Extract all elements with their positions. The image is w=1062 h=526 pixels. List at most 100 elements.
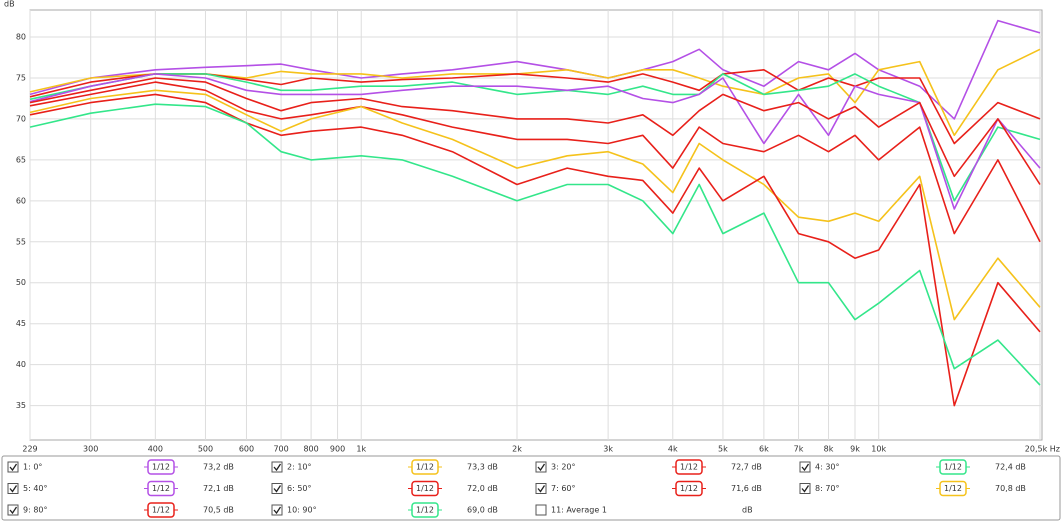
smoothing-label: 1/12 <box>680 463 698 472</box>
check-mark <box>801 463 810 472</box>
smoothing-label: 1/12 <box>944 463 962 472</box>
check-mark <box>273 463 282 472</box>
smoothing-box[interactable] <box>147 480 175 497</box>
legend-level: 72,1 dB <box>203 484 234 493</box>
checkbox[interactable] <box>271 461 283 473</box>
x-tick-label: 20,5k Hz <box>1025 445 1060 454</box>
x-tick-label: 300 <box>83 445 98 454</box>
checkbox[interactable] <box>7 504 19 516</box>
smoothing-label: 1/12 <box>416 463 434 472</box>
x-tick-label: 229 <box>22 445 37 454</box>
x-tick-label: 6k <box>759 445 769 454</box>
y-tick-label: 70 <box>16 114 26 123</box>
series-line <box>29 89 1041 321</box>
series-line <box>29 103 1041 386</box>
checkbox[interactable] <box>7 483 19 494</box>
legend-name[interactable]: 7: 60° <box>551 484 576 493</box>
x-tick-label: 700 <box>273 445 288 454</box>
check-mark <box>273 506 282 515</box>
x-tick-label: 600 <box>239 445 254 454</box>
legend-level: 73,3 dB <box>467 463 498 472</box>
x-tick-label: 500 <box>198 445 213 454</box>
x-tick-label: 8k <box>824 445 834 454</box>
checkbox[interactable] <box>535 461 547 473</box>
legend-level: 70,8 dB <box>995 484 1026 493</box>
checkbox[interactable] <box>799 461 811 473</box>
checkbox[interactable] <box>271 504 283 516</box>
x-tick-label: 800 <box>303 445 318 454</box>
check-mark <box>9 506 18 515</box>
smoothing-box[interactable] <box>411 502 439 518</box>
smoothing-label: 1/12 <box>416 506 434 515</box>
y-tick-label: 35 <box>16 401 26 410</box>
x-tick-label: 9k <box>850 445 860 454</box>
smoothing-box[interactable] <box>411 459 439 475</box>
y-tick-label: 40 <box>16 360 26 369</box>
series-line <box>29 81 1041 243</box>
smoothing-box[interactable] <box>939 459 967 475</box>
x-tick-label: 900 <box>330 445 345 454</box>
legend-name[interactable]: 4: 30° <box>815 463 840 472</box>
legend-name[interactable]: 2: 10° <box>287 463 312 472</box>
smoothing-label: 1/12 <box>152 463 170 472</box>
series-line <box>29 73 1041 202</box>
x-tick-label: 2k <box>512 445 522 454</box>
smoothing-box[interactable] <box>411 480 439 497</box>
x-tick-label: 10k <box>871 445 886 454</box>
y-tick-label: 80 <box>16 33 26 42</box>
legend-level: dB <box>742 506 753 515</box>
legend-name[interactable]: 5: 40° <box>23 484 48 493</box>
y-tick-label: 60 <box>16 196 26 205</box>
legend-name[interactable]: 9: 80° <box>23 506 48 515</box>
legend-level: 72,7 dB <box>731 463 762 472</box>
y-tick-label: 65 <box>16 155 26 164</box>
legend-name[interactable]: 1: 0° <box>23 463 42 472</box>
x-tick-label: 4k <box>668 445 678 454</box>
check-mark <box>537 485 546 493</box>
checkbox[interactable] <box>535 483 547 494</box>
smoothing-box[interactable] <box>675 459 703 475</box>
x-tick-label: 3k <box>603 445 613 454</box>
y-tick-label: 75 <box>16 73 26 82</box>
legend-level: 72,0 dB <box>467 484 498 493</box>
check-mark <box>273 485 282 493</box>
check-mark <box>9 463 18 472</box>
y-tick-label: 50 <box>16 278 26 287</box>
legend-name[interactable]: 3: 20° <box>551 463 576 472</box>
checkbox[interactable] <box>799 483 811 494</box>
legend-level: 71,6 dB <box>731 484 762 493</box>
legend-name[interactable]: 6: 50° <box>287 484 312 493</box>
checkbox[interactable] <box>271 483 283 494</box>
check-mark <box>9 485 18 493</box>
smoothing-label: 1/12 <box>944 484 962 493</box>
x-tick-label: 400 <box>148 445 163 454</box>
checkbox[interactable] <box>535 504 547 516</box>
legend-level: 73,2 dB <box>203 463 234 472</box>
y-tick-label: 55 <box>16 237 26 246</box>
x-tick-label: 7k <box>794 445 804 454</box>
smoothing-box[interactable] <box>939 480 967 497</box>
legend-name[interactable]: 8: 70° <box>815 484 840 493</box>
legend-level: 72,4 dB <box>995 463 1026 472</box>
smoothing-box[interactable] <box>147 502 175 518</box>
series-line <box>29 48 1041 137</box>
smoothing-box[interactable] <box>147 459 175 475</box>
legend-name[interactable]: 11: Average 1 <box>551 506 607 515</box>
x-tick-label: 5k <box>718 445 728 454</box>
legend-name[interactable]: 10: 90° <box>287 506 317 515</box>
y-axis-label: dB <box>4 0 15 9</box>
smoothing-label: 1/12 <box>152 484 170 493</box>
smoothing-label: 1/12 <box>152 506 170 515</box>
smoothing-label: 1/12 <box>680 484 698 493</box>
checkbox[interactable] <box>7 461 19 473</box>
legend-level: 69,0 dB <box>467 506 498 515</box>
series-line <box>29 73 1041 210</box>
smoothing-label: 1/12 <box>416 484 434 493</box>
series-line <box>29 69 1041 145</box>
check-mark <box>537 463 546 472</box>
smoothing-box[interactable] <box>675 480 703 497</box>
legend-level: 70,5 dB <box>203 506 234 515</box>
check-mark <box>801 485 810 493</box>
y-tick-label: 45 <box>16 319 26 328</box>
